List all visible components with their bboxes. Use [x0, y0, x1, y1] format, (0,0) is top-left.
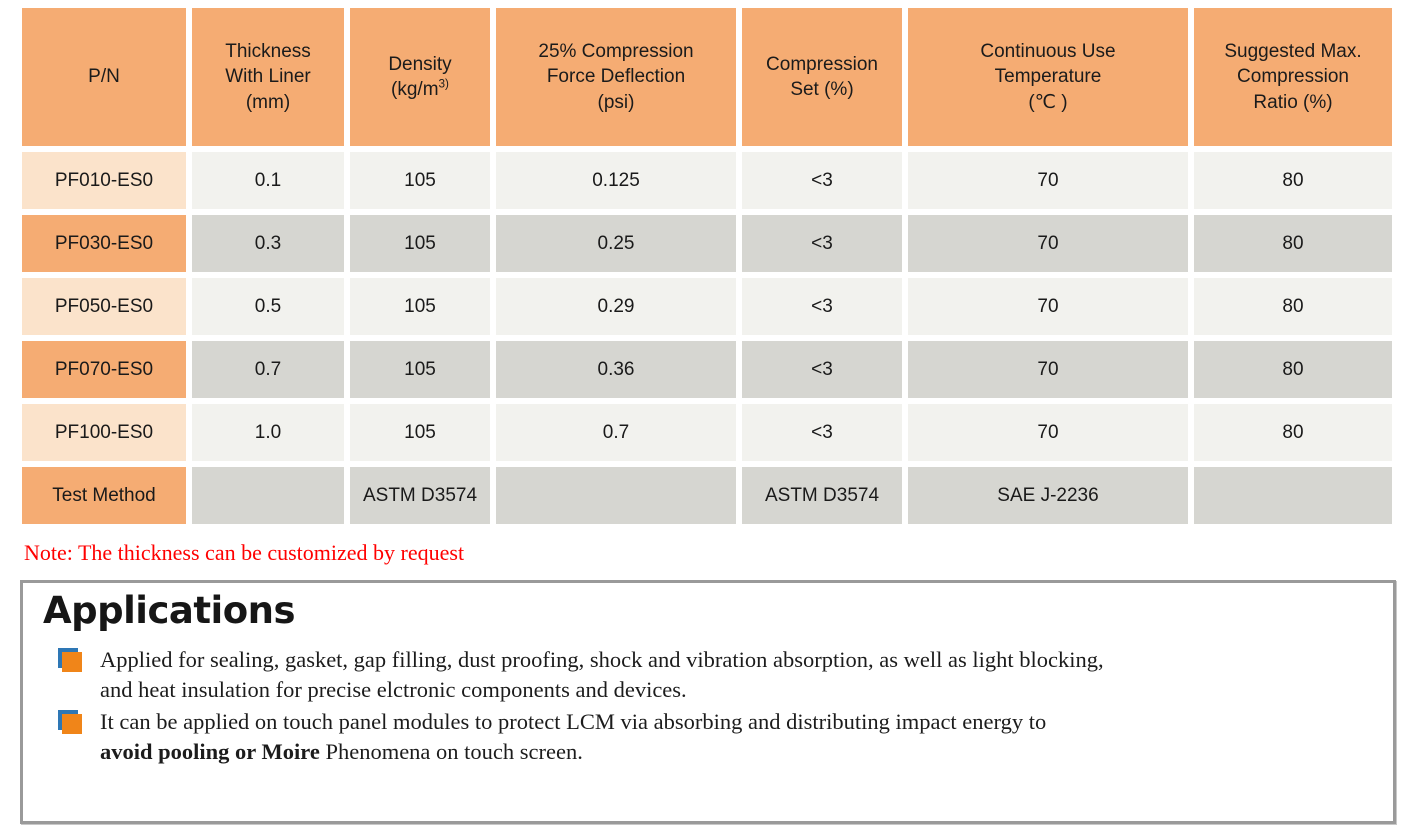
list-item: It can be applied on touch panel modules…	[43, 707, 1369, 767]
cell-density: 105	[350, 341, 490, 398]
applications-list: Applied for sealing, gasket, gap filling…	[43, 645, 1369, 767]
cell-thickness: 1.0	[192, 404, 344, 461]
cell-density: 105	[350, 278, 490, 335]
header-pn: P/N	[22, 8, 186, 146]
header-line: Continuous Use	[980, 41, 1116, 63]
header-line-unit: (kg/m3)	[354, 77, 486, 102]
table-row: PF010-ES0 0.1 105 0.125 <3 70 80	[22, 152, 1392, 209]
header-line: (℃ )	[1028, 91, 1068, 113]
header-max-ratio: Suggested Max. Compression Ratio (%)	[1194, 8, 1392, 146]
header-line: 25% Compression	[538, 41, 694, 63]
header-thickness: Thickness With Liner (mm)	[192, 8, 344, 146]
density-unit-base: (kg/m	[391, 79, 439, 100]
header-line: Set (%)	[790, 79, 854, 100]
header-line: Compression	[766, 53, 878, 75]
header-line: Thickness	[225, 41, 311, 63]
cell-pn: PF050-ES0	[22, 278, 186, 335]
cell-cfd: 0.36	[496, 341, 736, 398]
cell-pn: PF100-ES0	[22, 404, 186, 461]
header-line: Force Deflection	[546, 66, 686, 88]
cell-temp: 70	[908, 215, 1188, 272]
header-cfd: 25% Compression Force Deflection (psi)	[496, 8, 736, 146]
cell-density: 105	[350, 404, 490, 461]
cell-temp: 70	[908, 278, 1188, 335]
cell-pn: PF010-ES0	[22, 152, 186, 209]
header-line: (mm)	[245, 91, 291, 113]
cell-test-method-label: Test Method	[22, 467, 186, 524]
cell-set: <3	[742, 278, 902, 335]
cell-ratio: 80	[1194, 215, 1392, 272]
cell-temp: 70	[908, 404, 1188, 461]
square-bullet-icon	[58, 710, 83, 735]
header-line: Density	[388, 53, 452, 75]
cell-density: 105	[350, 215, 490, 272]
list-item: Applied for sealing, gasket, gap filling…	[43, 645, 1369, 705]
cell-thickness: 0.1	[192, 152, 344, 209]
cell-ratio: 80	[1194, 152, 1392, 209]
cell-ratio: 80	[1194, 341, 1392, 398]
cell-pn: PF030-ES0	[22, 215, 186, 272]
cell-cfd: 0.29	[496, 278, 736, 335]
header-line: With Liner	[225, 66, 311, 88]
cell-test-set: ASTM D3574	[742, 467, 902, 524]
header-line: (psi)	[597, 91, 635, 113]
header-compression-set: Compression Set (%)	[742, 8, 902, 146]
header-line: P/N	[88, 66, 120, 88]
test-method-row: Test Method ASTM D3574 ASTM D3574 SAE J-…	[22, 467, 1392, 524]
text-line: Applied for sealing, gasket, gap filling…	[100, 647, 1104, 672]
cell-set: <3	[742, 215, 902, 272]
density-unit-sup: 3)	[438, 77, 449, 91]
cell-density: 105	[350, 152, 490, 209]
header-temperature: Continuous Use Temperature (℃ )	[908, 8, 1188, 146]
table-row: PF100-ES0 1.0 105 0.7 <3 70 80	[22, 404, 1392, 461]
cell-thickness: 0.7	[192, 341, 344, 398]
cell-cfd: 0.25	[496, 215, 736, 272]
cell-thickness: 0.5	[192, 278, 344, 335]
cell-test-density: ASTM D3574	[350, 467, 490, 524]
cell-cfd: 0.7	[496, 404, 736, 461]
table-header-row: P/N Thickness With Liner (mm) Density (k…	[22, 8, 1392, 146]
spec-table: P/N Thickness With Liner (mm) Density (k…	[16, 2, 1398, 530]
text-line: and heat insulation for precise elctroni…	[100, 677, 687, 702]
application-text: It can be applied on touch panel modules…	[100, 707, 1046, 767]
cell-ratio: 80	[1194, 278, 1392, 335]
cell-test-cfd	[496, 467, 736, 524]
table-row: PF050-ES0 0.5 105 0.29 <3 70 80	[22, 278, 1392, 335]
text-line: It can be applied on touch panel modules…	[100, 709, 1047, 734]
cell-test-temp: SAE J-2236	[908, 467, 1188, 524]
header-line: Suggested Max.	[1224, 41, 1362, 63]
header-line: Compression	[1237, 66, 1349, 88]
bold-text: avoid pooling or Moire	[100, 739, 320, 764]
cell-temp: 70	[908, 341, 1188, 398]
header-line: Temperature	[994, 66, 1102, 88]
text-rest: Phenomena on touch screen.	[319, 739, 583, 764]
cell-test-thickness	[192, 467, 344, 524]
applications-heading: Applications	[43, 589, 296, 632]
cell-set: <3	[742, 404, 902, 461]
cell-ratio: 80	[1194, 404, 1392, 461]
header-line: Ratio (%)	[1253, 91, 1333, 113]
text-line: avoid pooling or Moire Phenomena on touc…	[100, 737, 1046, 767]
cell-set: <3	[742, 341, 902, 398]
cell-temp: 70	[908, 152, 1188, 209]
cell-cfd: 0.125	[496, 152, 736, 209]
application-text: Applied for sealing, gasket, gap filling…	[100, 645, 1104, 705]
table-row: PF070-ES0 0.7 105 0.36 <3 70 80	[22, 341, 1392, 398]
cell-test-ratio	[1194, 467, 1392, 524]
square-bullet-icon	[58, 648, 83, 673]
cell-pn: PF070-ES0	[22, 341, 186, 398]
cell-thickness: 0.3	[192, 215, 344, 272]
thickness-note: Note: The thickness can be customized by…	[24, 540, 465, 565]
cell-set: <3	[742, 152, 902, 209]
table-row: PF030-ES0 0.3 105 0.25 <3 70 80	[22, 215, 1392, 272]
header-density: Density (kg/m3)	[350, 8, 490, 146]
applications-section: Applications Applied for sealing, gasket…	[20, 580, 1396, 824]
